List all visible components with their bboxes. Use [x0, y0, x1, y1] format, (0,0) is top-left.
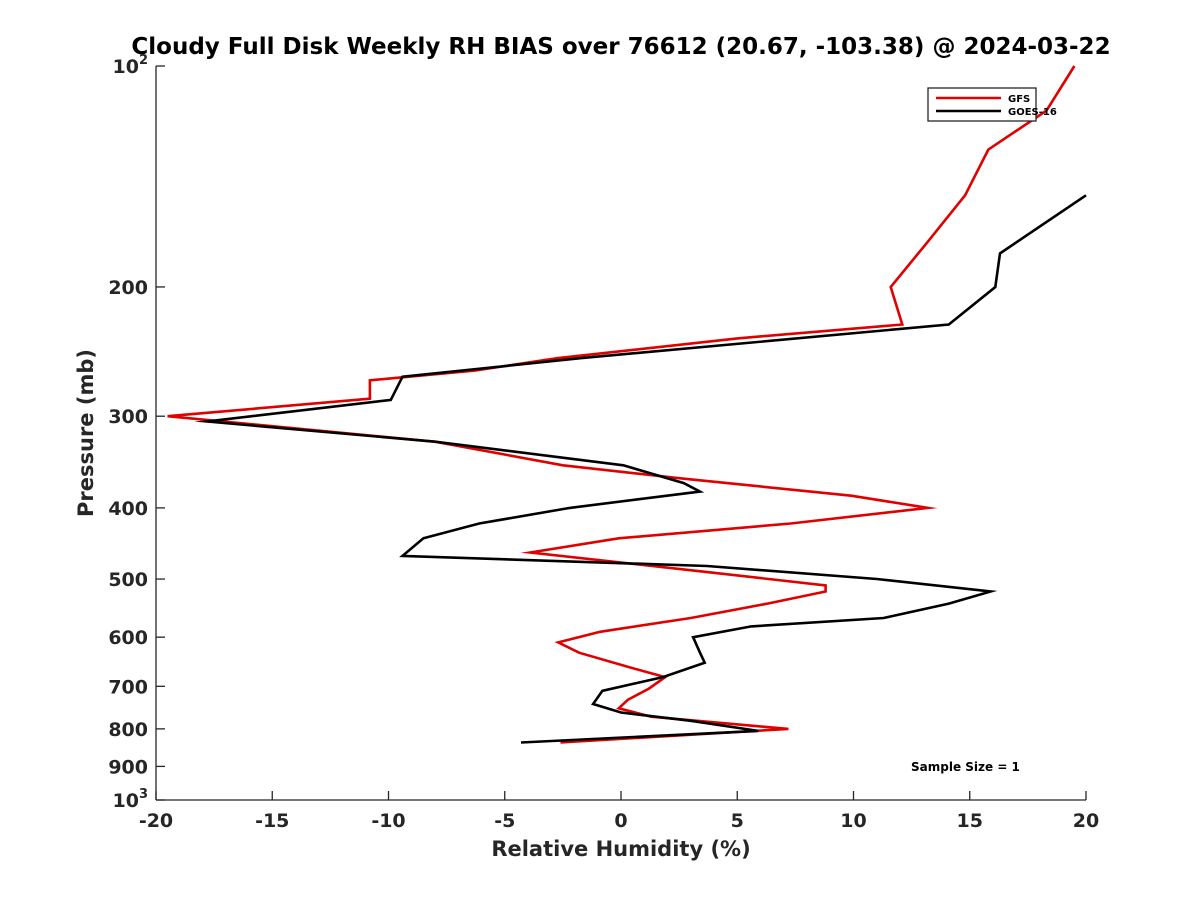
series-line-gfs — [167, 65, 1076, 744]
x-tick-label: -10 — [371, 810, 405, 832]
y-tick-label: 400 — [108, 498, 148, 520]
y-tick-label: 102 — [113, 53, 149, 78]
x-tick-label: 0 — [614, 810, 627, 832]
legend-label: GOES-16 — [1008, 107, 1057, 118]
x-tick-label: 5 — [731, 810, 744, 832]
chart-title: Cloudy Full Disk Weekly RH BIAS over 766… — [131, 34, 1110, 60]
y-tick-label: 900 — [108, 756, 148, 778]
legend-box — [927, 87, 1037, 122]
series-line-goes-16 — [194, 194, 1087, 744]
x-tick-label: -5 — [494, 810, 515, 832]
y-tick-label: 500 — [108, 569, 148, 591]
y-tick-label: 200 — [108, 277, 148, 299]
x-tick-label: 10 — [840, 810, 866, 832]
x-tick-label: -15 — [255, 810, 289, 832]
x-axis-label: Relative Humidity (%) — [491, 837, 750, 861]
legend: GFS GOES-16 — [927, 87, 1057, 122]
x-tick-label: 15 — [957, 810, 983, 832]
y-tick-label: 800 — [108, 719, 148, 741]
sample-size-annotation: Sample Size = 1 — [911, 760, 1020, 774]
y-tick-label: 600 — [108, 627, 148, 649]
x-tick-label: -20 — [139, 810, 173, 832]
y-tick-label: 103 — [113, 787, 149, 812]
y-tick-label: 300 — [108, 406, 148, 428]
y-axis-label: Pressure (mb) — [74, 349, 98, 517]
y-tick-label: 700 — [108, 676, 148, 698]
legend-label: GFS — [1008, 94, 1030, 105]
x-tick-label: 20 — [1073, 810, 1099, 832]
